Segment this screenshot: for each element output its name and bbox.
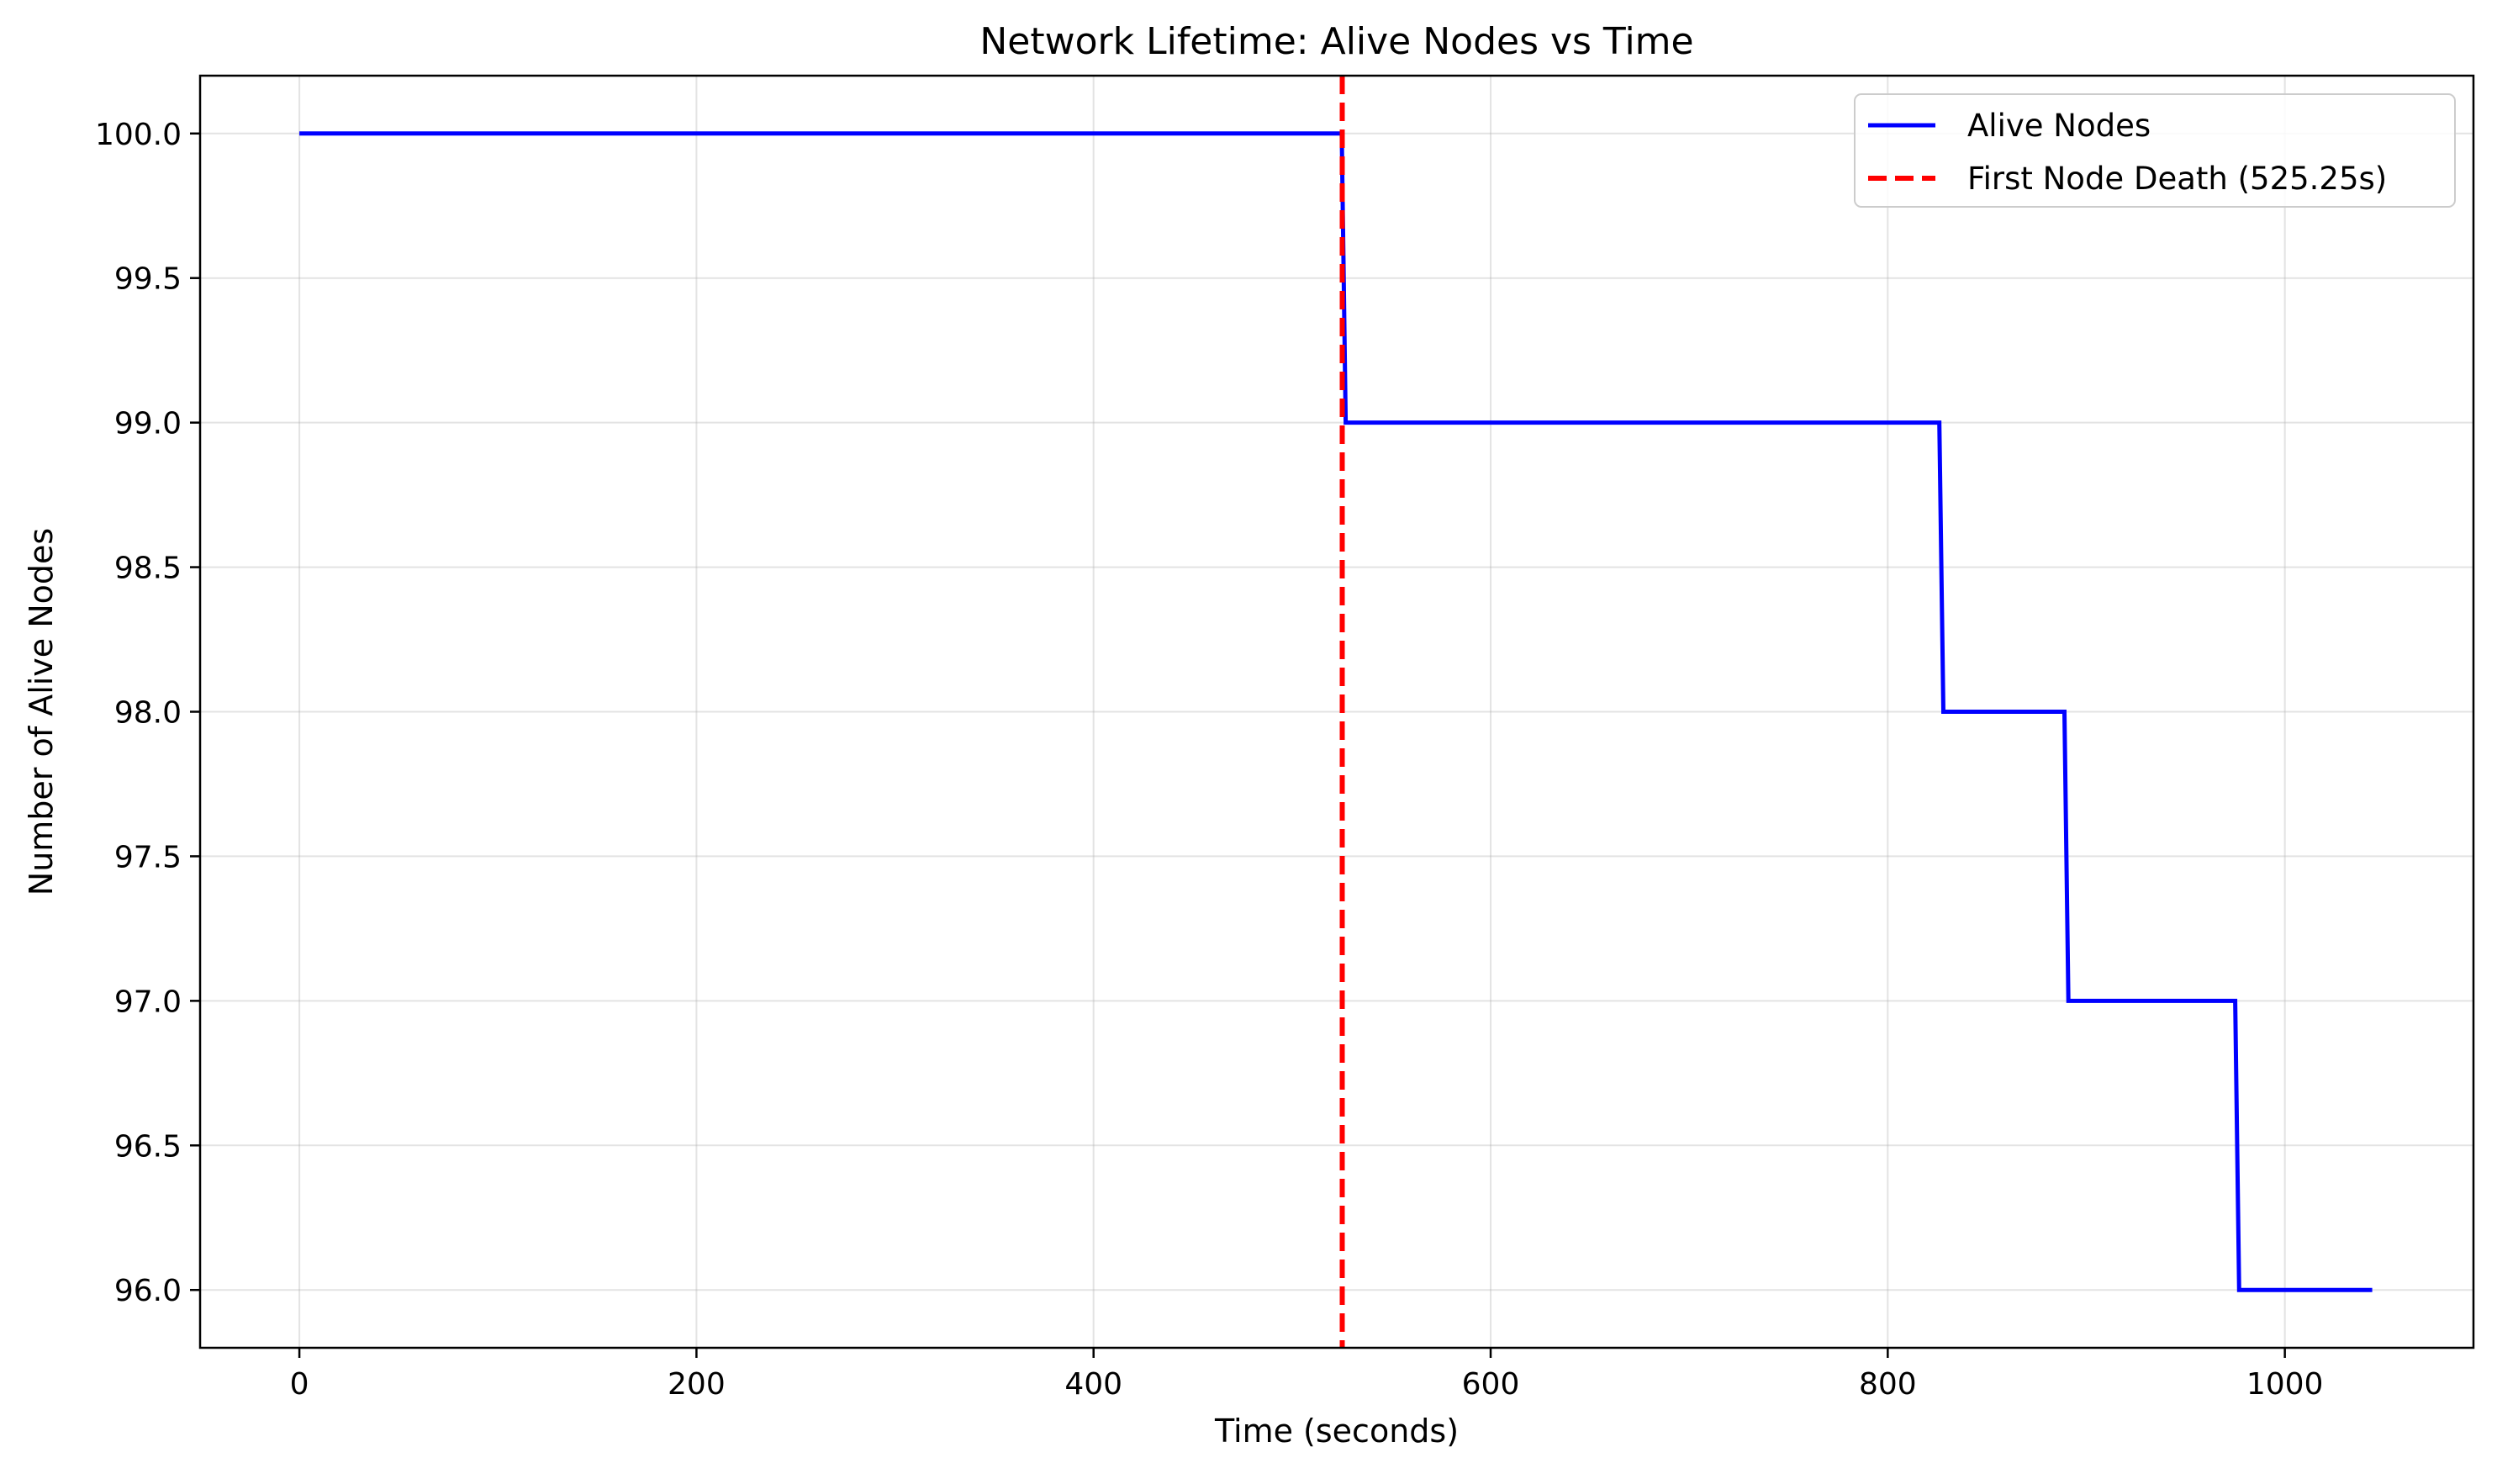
y-axis-label: Number of Alive Nodes: [23, 528, 60, 895]
y-tick-label: 100.0: [95, 118, 182, 152]
x-tick-label: 200: [668, 1367, 726, 1402]
y-tick-label: 96.5: [114, 1129, 182, 1164]
legend: Alive Nodes First Node Death (525.25s): [1854, 93, 2456, 208]
x-tick-label: 1000: [2246, 1367, 2324, 1402]
series-layer: [299, 76, 2373, 1348]
grid: [200, 76, 2473, 1348]
ticks: 0 200 400 600 800 1000 96.0 96.5 97.0 97.5 98.0 98.…: [95, 118, 2324, 1402]
y-tick-label: 99.5: [114, 262, 182, 297]
y-tick-label: 96.0: [114, 1274, 182, 1308]
y-tick-label: 97.5: [114, 840, 182, 874]
x-tick-label: 600: [1462, 1367, 1520, 1402]
y-tick-label: 98.5: [114, 552, 182, 586]
legend-label: First Node Death (525.25s): [1967, 161, 2387, 197]
x-axis-label: Time (seconds): [1214, 1413, 1459, 1450]
y-tick-label: 98.0: [114, 696, 182, 731]
chart-title: Network Lifetime: Alive Nodes vs Time: [979, 20, 1693, 63]
y-tick-label: 99.0: [114, 407, 182, 441]
legend-label: Alive Nodes: [1967, 108, 2151, 144]
x-tick-label: 800: [1859, 1367, 1917, 1402]
x-tick-label: 0: [290, 1367, 309, 1402]
legend-box: [1854, 93, 2456, 208]
y-tick-label: 97.0: [114, 985, 182, 1019]
x-tick-label: 400: [1064, 1367, 1122, 1402]
